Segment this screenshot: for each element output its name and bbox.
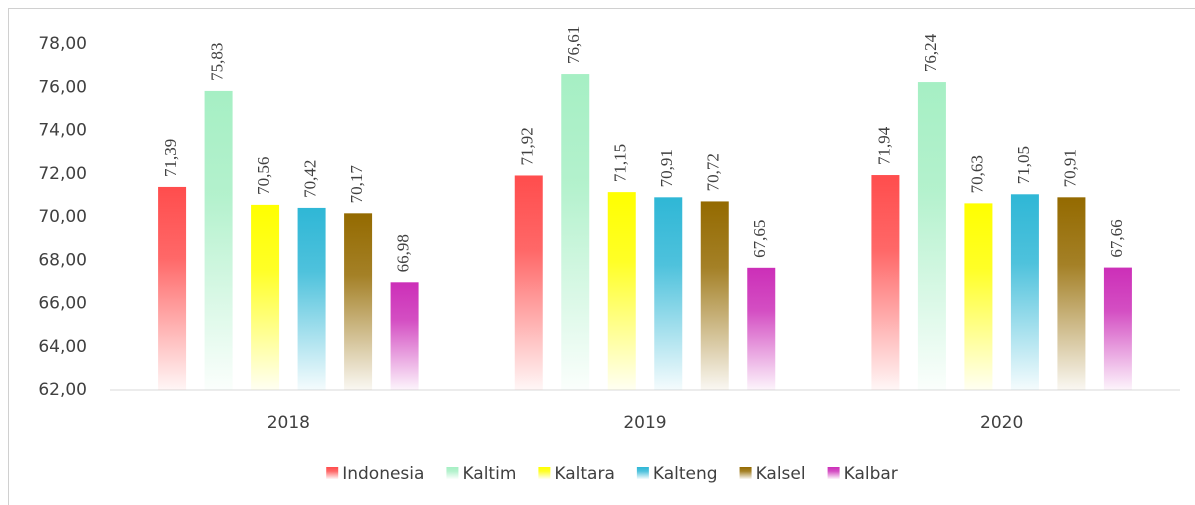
y-tick-label: 70,00	[38, 207, 87, 227]
y-tick-label: 72,00	[38, 164, 87, 184]
value-label: 70,72	[704, 153, 723, 191]
value-label: 67,66	[1107, 219, 1126, 257]
bar	[1103, 267, 1132, 390]
value-label: 71,92	[518, 127, 537, 165]
y-tick-label: 78,00	[38, 34, 87, 54]
value-label: 70,91	[1060, 149, 1079, 187]
legend-label: Kaltim	[462, 464, 516, 484]
value-label: 70,42	[300, 160, 319, 198]
legend-label: Kalteng	[653, 464, 718, 484]
legend-label: Indonesia	[342, 464, 424, 484]
bar	[917, 82, 946, 390]
x-tick-label: 2018	[267, 413, 310, 433]
bar	[297, 207, 326, 390]
bar	[700, 201, 729, 390]
bar	[344, 213, 373, 390]
legend: Indonesia Kaltim Kaltara Kalteng Kalsel Kalba…	[326, 464, 898, 484]
bar	[251, 204, 280, 390]
bar	[607, 192, 636, 390]
y-tick-label: 62,00	[38, 380, 87, 400]
bar	[158, 186, 187, 390]
legend-swatch	[446, 467, 459, 479]
value-label: 71,05	[1014, 146, 1033, 184]
value-label: 70,91	[657, 149, 676, 187]
legend-swatch	[538, 467, 551, 479]
value-label: 76,24	[921, 33, 940, 72]
value-label: 76,61	[564, 26, 583, 64]
legend-label: Kaltara	[554, 464, 614, 484]
bar	[871, 175, 900, 390]
bar	[654, 197, 683, 390]
bar	[514, 175, 543, 390]
bar	[1057, 197, 1086, 390]
y-tick-label: 74,00	[38, 121, 87, 141]
y-tick-label: 64,00	[38, 337, 87, 357]
x-tick-label: 2020	[980, 413, 1023, 433]
legend-swatch	[636, 467, 649, 479]
value-label: 70,63	[967, 155, 986, 193]
bar	[1010, 194, 1039, 390]
bar	[390, 282, 419, 390]
value-label: 66,98	[393, 234, 412, 272]
legend-label: Kalsel	[756, 464, 806, 484]
y-tick-label: 66,00	[38, 294, 87, 314]
value-label: 75,83	[207, 43, 226, 81]
y-tick-label: 68,00	[38, 250, 87, 270]
bar	[204, 90, 233, 391]
bar	[747, 267, 776, 390]
value-label: 67,65	[750, 220, 769, 258]
bar	[964, 203, 993, 390]
legend-swatch	[326, 467, 339, 479]
y-tick-label: 76,00	[38, 77, 87, 97]
chart-frame	[8, 8, 1195, 505]
value-label: 71,39	[161, 139, 180, 177]
legend-label: Kalbar	[844, 464, 898, 484]
legend-swatch	[827, 467, 840, 479]
x-tick-label: 2019	[623, 413, 666, 433]
value-label: 70,56	[254, 157, 273, 195]
value-label: 71,94	[874, 126, 893, 165]
value-label: 71,15	[611, 144, 630, 182]
bar	[561, 74, 590, 390]
legend-swatch	[739, 467, 752, 479]
value-label: 70,17	[347, 165, 366, 204]
